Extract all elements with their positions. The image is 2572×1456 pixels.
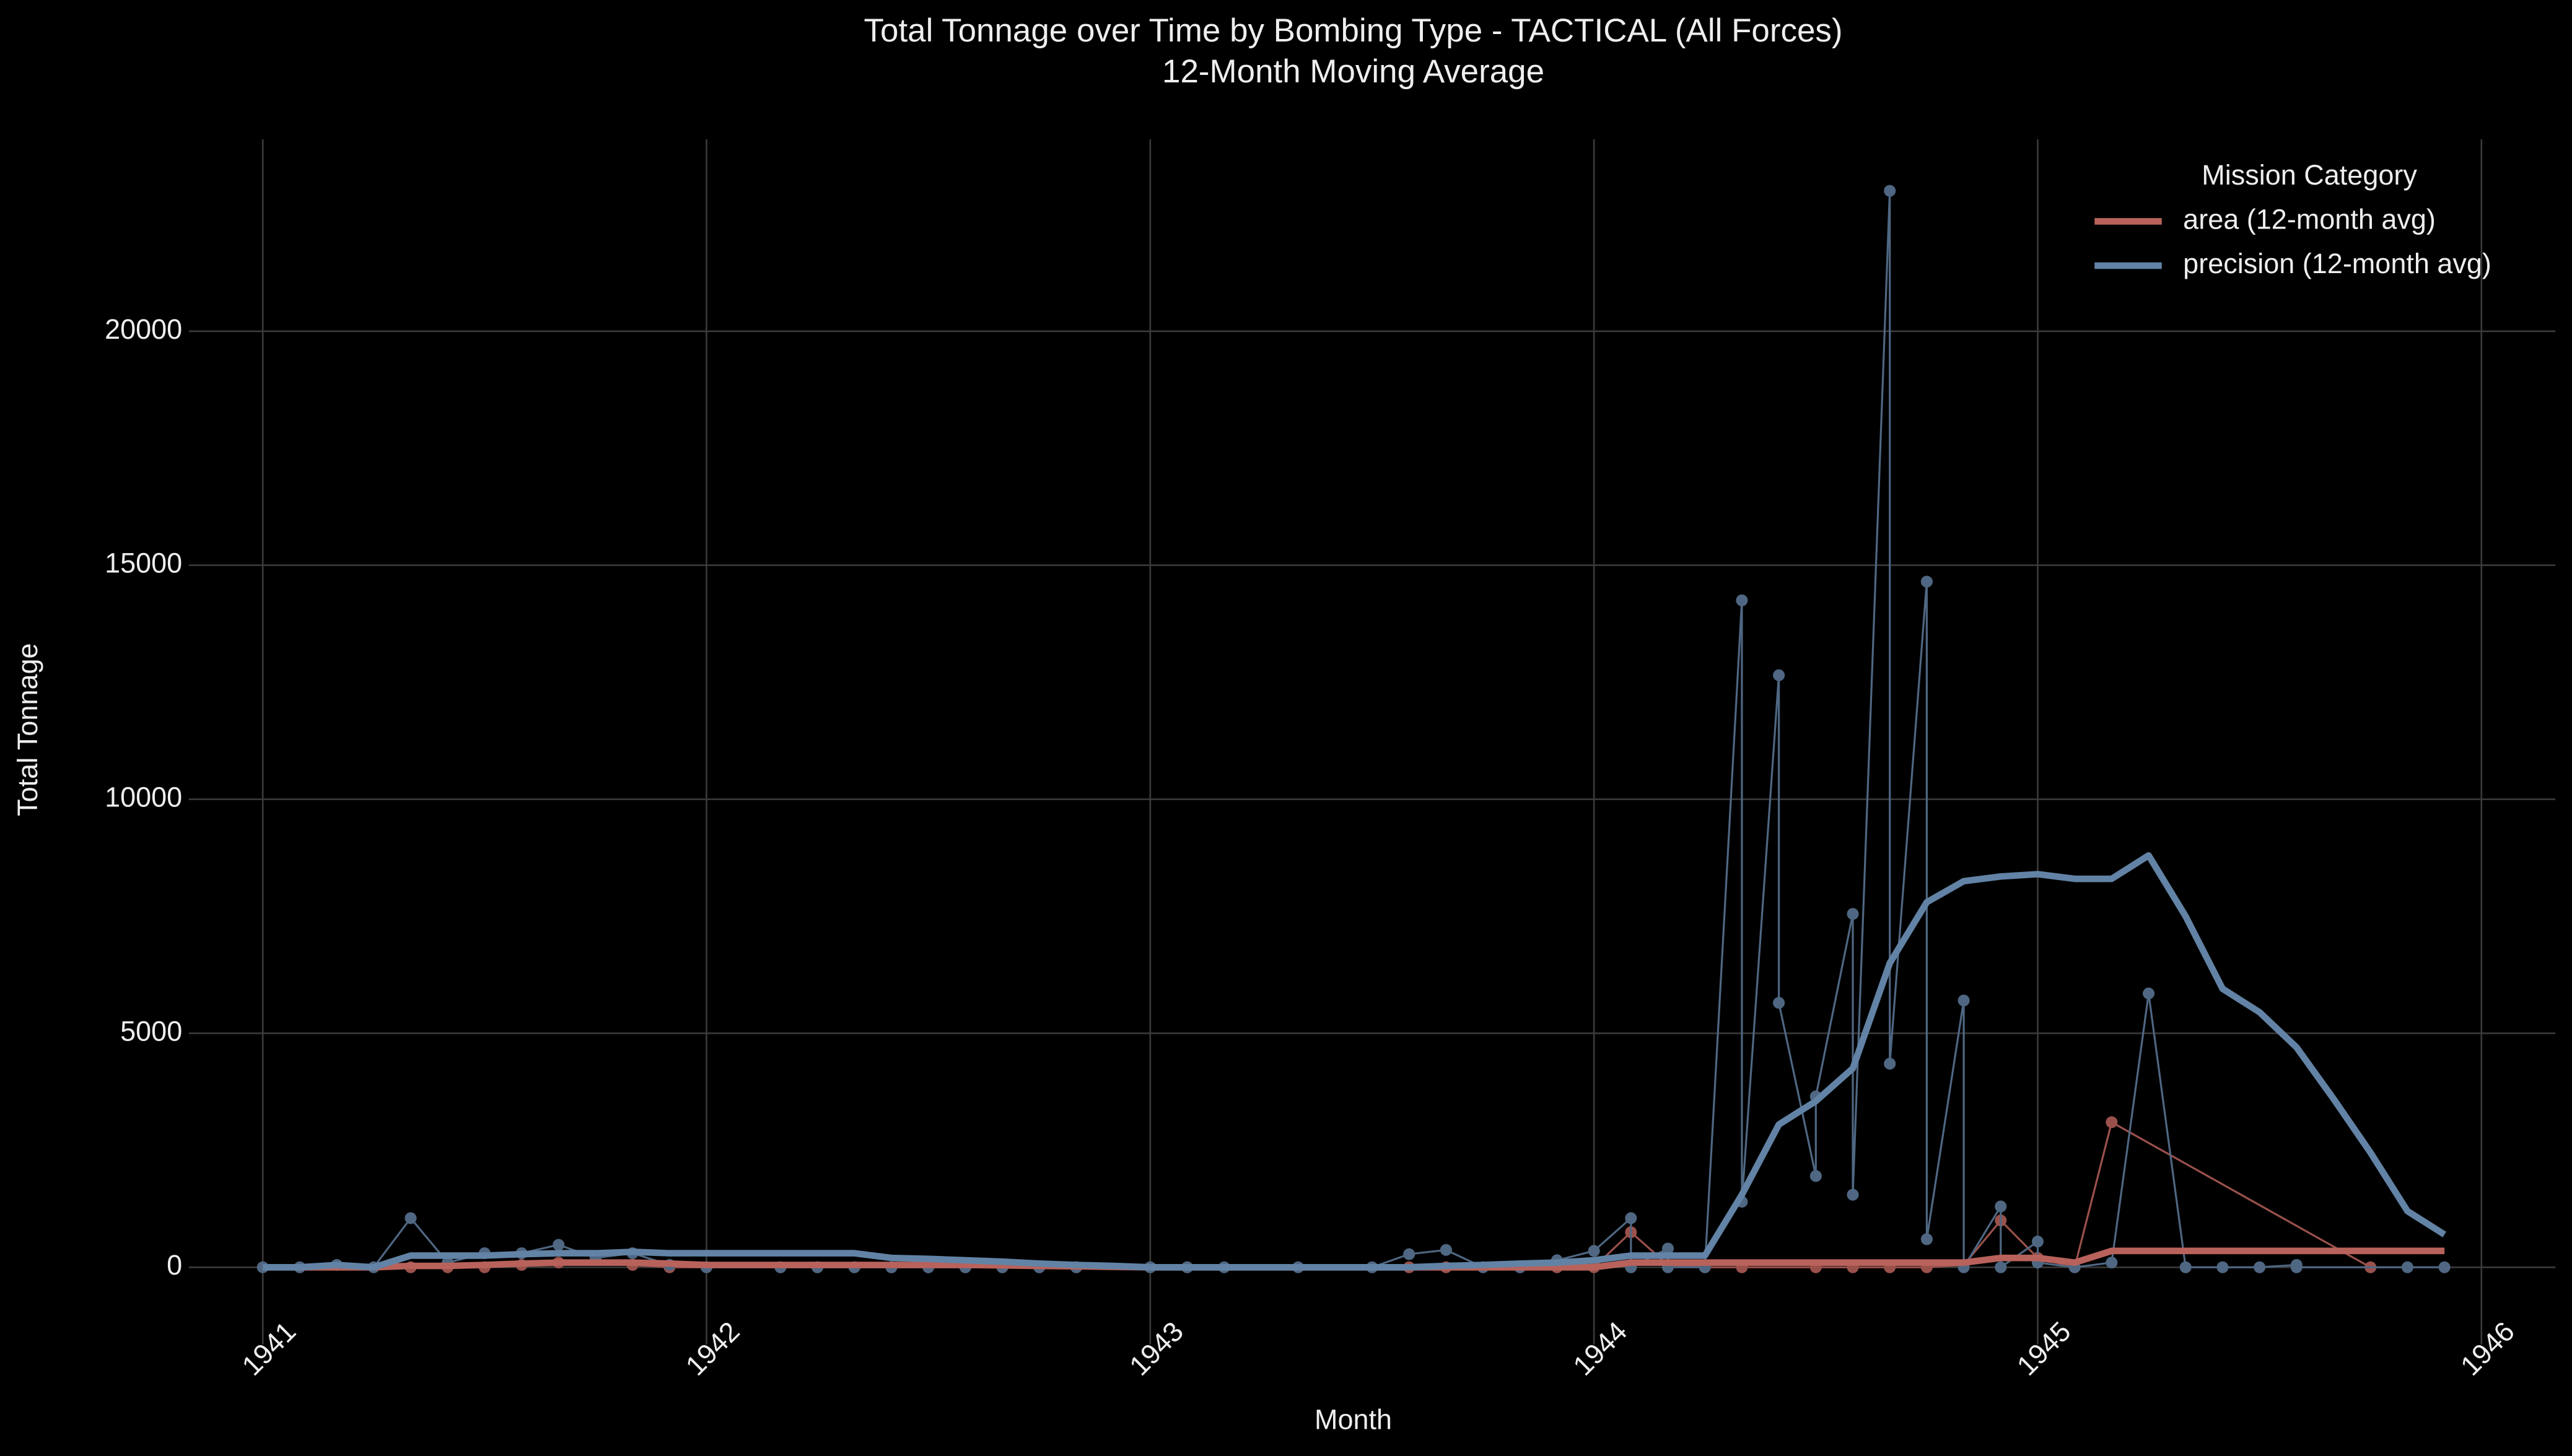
data-point: [405, 1212, 417, 1224]
data-point: [1809, 1170, 1822, 1182]
data-point: [2290, 1261, 2303, 1273]
data-point: [1957, 994, 1970, 1007]
data-point: [2438, 1261, 2451, 1273]
legend-title: Mission Category: [2202, 159, 2417, 191]
data-point: [1995, 1200, 2007, 1213]
y-tick-label: 10000: [105, 781, 182, 813]
x-axis-label: Month: [1314, 1403, 1392, 1435]
data-point: [1625, 1212, 1637, 1224]
y-axis-label: Total Tonnage: [12, 643, 43, 816]
data-point: [1662, 1242, 1674, 1255]
data-point: [1884, 1058, 1896, 1070]
data-point: [1440, 1244, 1452, 1256]
data-point: [1736, 594, 1748, 606]
data-point: [553, 1239, 565, 1251]
y-tick-label: 5000: [120, 1015, 182, 1047]
data-point: [1884, 185, 1896, 197]
data-point: [2106, 1116, 2118, 1128]
data-point: [2179, 1261, 2192, 1273]
data-point: [2106, 1257, 2118, 1269]
data-point: [1920, 1233, 1933, 1245]
chart-title: Total Tonnage over Time by Bombing Type …: [864, 12, 1843, 49]
data-point: [1403, 1248, 1415, 1260]
data-point: [2401, 1261, 2413, 1273]
data-point: [1920, 575, 1933, 588]
data-point: [2031, 1236, 2044, 1248]
chart-subtitle: 12-Month Moving Average: [1162, 53, 1544, 90]
data-point: [2254, 1261, 2266, 1273]
data-point: [1588, 1245, 1600, 1257]
moving-average-line: [263, 852, 2446, 1271]
data-point: [2216, 1261, 2229, 1273]
data-point: [1847, 908, 1859, 920]
legend-label: area (12-month avg): [2183, 203, 2436, 235]
y-tick-label: 20000: [105, 313, 182, 345]
legend-label: precision (12-month avg): [2183, 248, 2491, 279]
data-point: [1847, 1188, 1859, 1201]
data-point: [2143, 987, 2155, 1000]
y-tick-label: 0: [167, 1249, 182, 1281]
data-point: [1995, 1261, 2007, 1273]
data-point: [1773, 669, 1785, 681]
y-tick-label: 15000: [105, 547, 182, 579]
data-point: [1773, 996, 1785, 1009]
